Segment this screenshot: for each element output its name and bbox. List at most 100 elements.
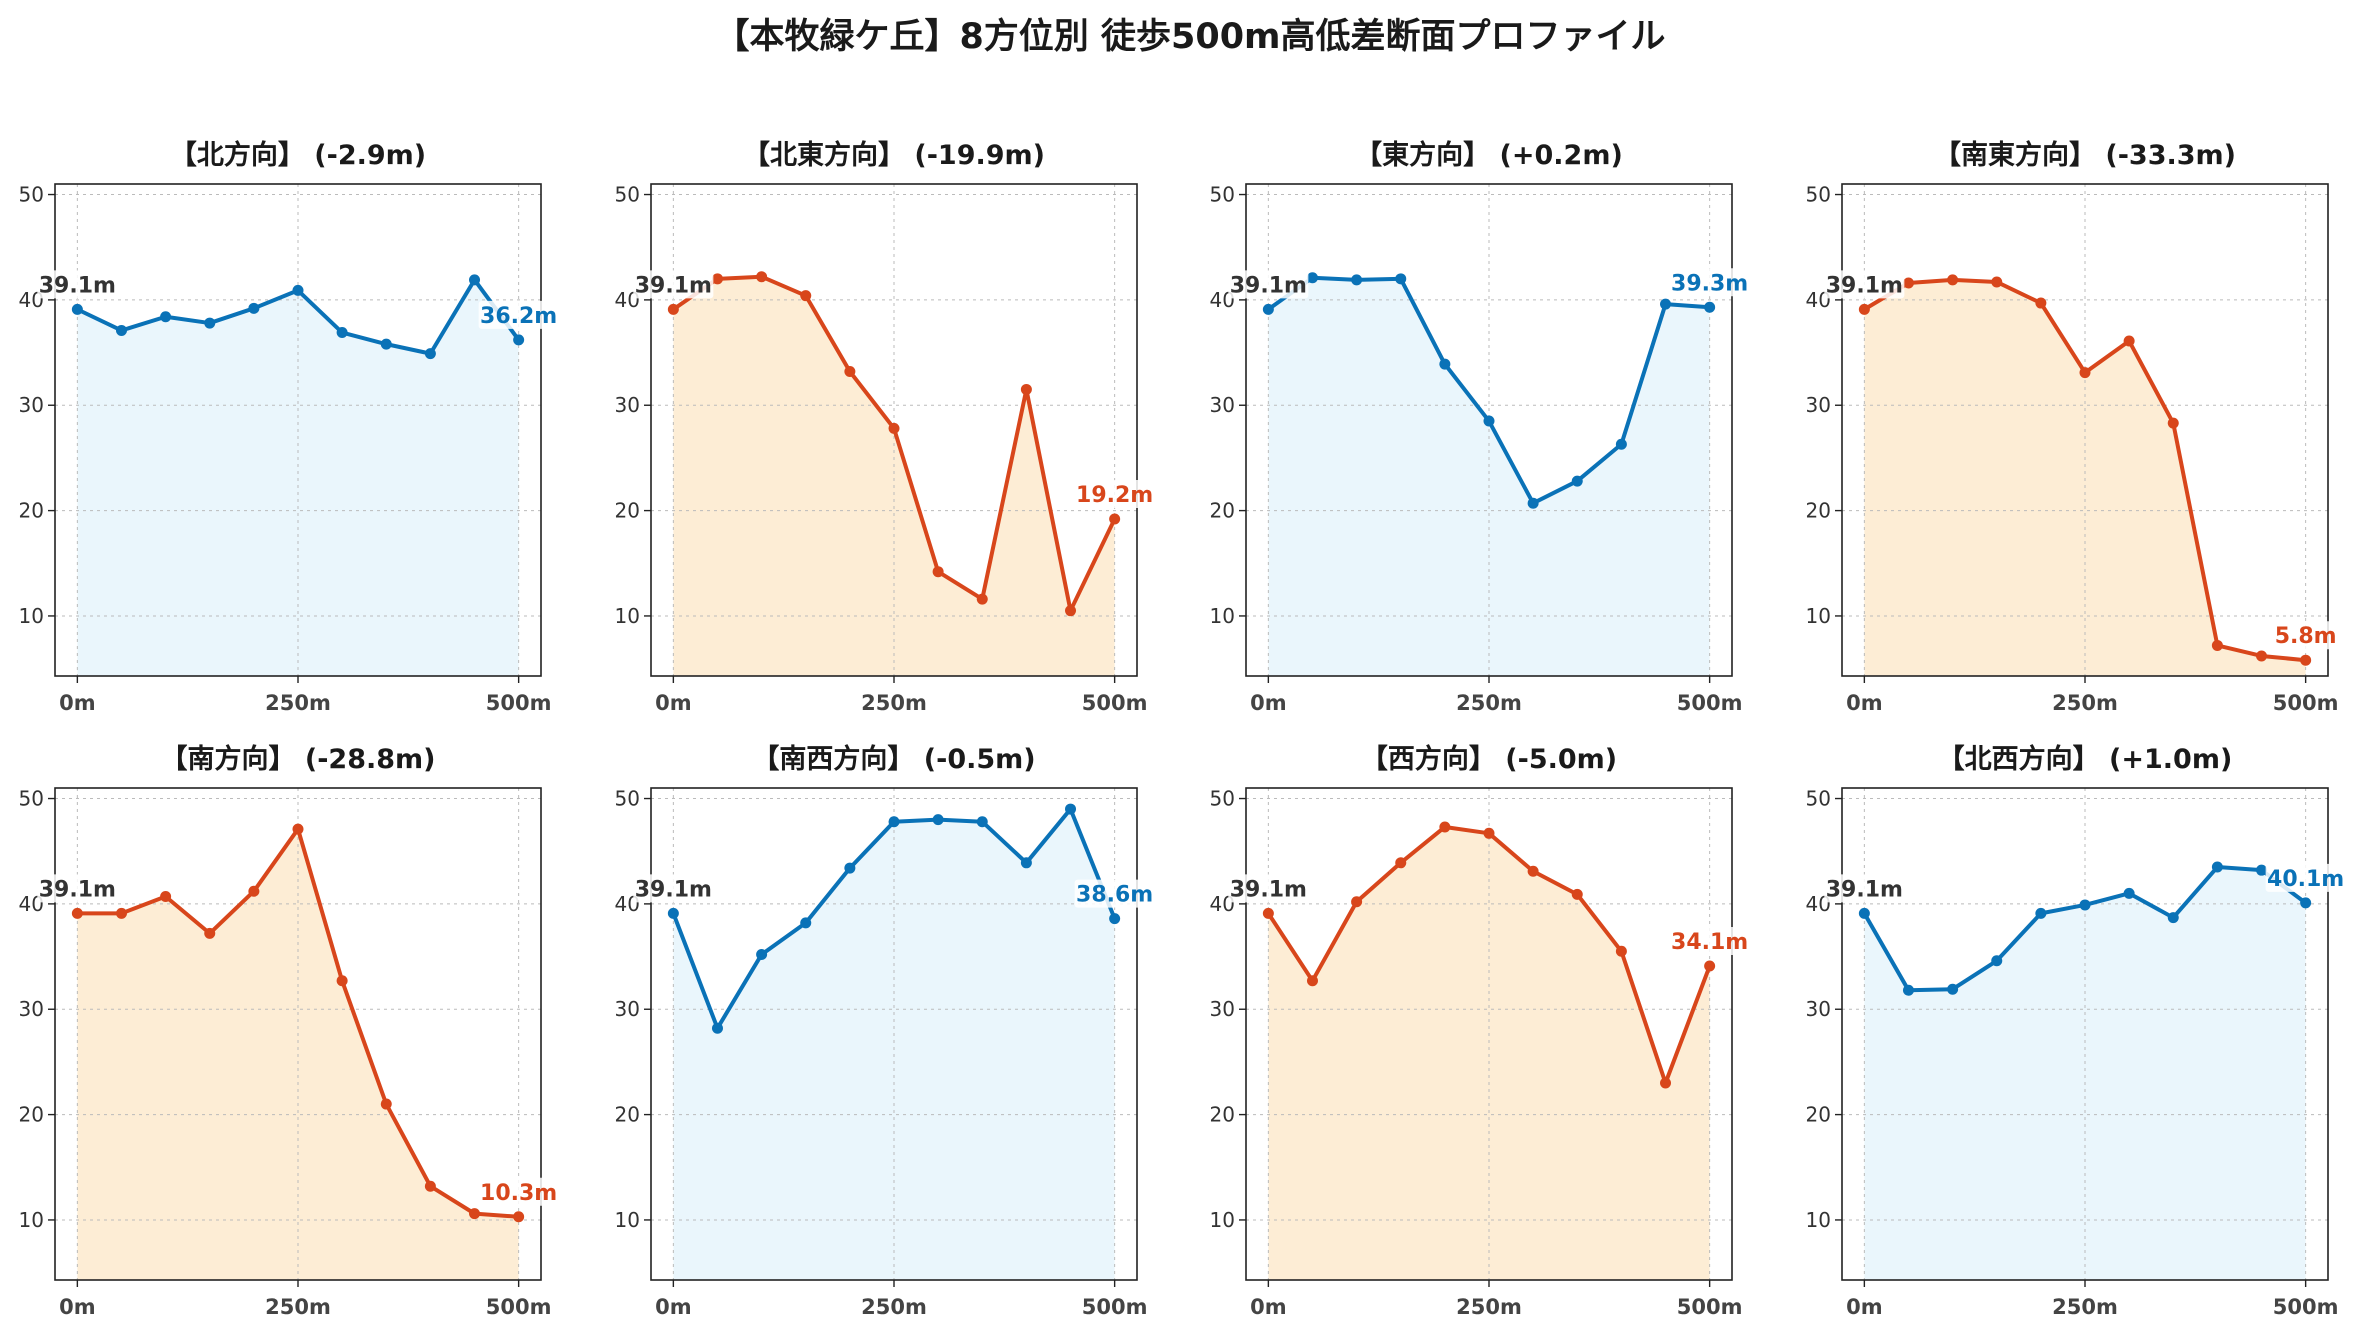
start-elevation-label: 39.1m xyxy=(635,273,712,298)
x-tick-label: 0m xyxy=(1846,1295,1883,1319)
x-tick-label: 0m xyxy=(59,691,96,715)
end-label-bg xyxy=(478,300,559,329)
data-point xyxy=(1858,907,1870,919)
start-elevation-label: 39.1m xyxy=(635,877,712,902)
y-tick-label: 10 xyxy=(19,1208,44,1232)
data-point xyxy=(1902,277,1914,289)
start-elevation-label: 39.1m xyxy=(1826,877,1903,902)
end-label-bg xyxy=(1074,480,1155,509)
y-tick-label: 30 xyxy=(19,997,44,1021)
data-point xyxy=(711,1022,723,1034)
start-label-bg xyxy=(37,874,118,903)
y-tick-label: 20 xyxy=(615,499,640,523)
y-tick-label: 20 xyxy=(1210,499,1235,523)
data-point xyxy=(2256,650,2268,662)
data-point xyxy=(1947,983,1959,995)
data-point xyxy=(1351,274,1363,286)
data-point xyxy=(1527,497,1539,509)
data-point xyxy=(115,907,127,919)
data-point xyxy=(1020,857,1032,869)
y-tick-label: 30 xyxy=(615,997,640,1021)
x-tick-label: 500m xyxy=(2273,1295,2339,1319)
data-point xyxy=(1527,865,1539,877)
y-tick-label: 30 xyxy=(1806,997,1831,1021)
data-point xyxy=(1947,274,1959,286)
data-point xyxy=(1660,298,1672,310)
y-tick-label: 20 xyxy=(1210,1103,1235,1127)
data-point xyxy=(71,907,83,919)
y-tick-label: 30 xyxy=(19,393,44,417)
x-tick-label: 500m xyxy=(486,1295,552,1319)
data-point xyxy=(1991,955,2003,967)
y-tick-label: 50 xyxy=(19,183,44,207)
x-tick-label: 250m xyxy=(1456,1295,1522,1319)
data-point xyxy=(1109,513,1121,525)
data-point xyxy=(1439,821,1451,833)
subplot-title: 【北西方向】 (+1.0m) xyxy=(1938,743,2233,775)
y-tick-label: 10 xyxy=(615,1208,640,1232)
end-elevation-label: 39.3m xyxy=(1671,271,1748,296)
data-point xyxy=(1109,913,1121,925)
data-point xyxy=(1483,415,1495,427)
data-point xyxy=(1571,475,1583,487)
data-point xyxy=(1306,272,1318,284)
data-point xyxy=(844,366,856,378)
data-point xyxy=(1065,803,1077,815)
end-elevation-label: 34.1m xyxy=(1671,930,1748,955)
data-point xyxy=(1395,273,1407,285)
data-point xyxy=(2211,639,2223,651)
y-tick-label: 10 xyxy=(1210,604,1235,628)
data-point xyxy=(248,885,260,897)
x-tick-label: 0m xyxy=(655,691,692,715)
y-tick-label: 10 xyxy=(19,604,44,628)
data-point xyxy=(71,303,83,315)
data-point xyxy=(888,816,900,828)
y-tick-label: 50 xyxy=(1806,183,1831,207)
data-point xyxy=(1571,888,1583,900)
data-point xyxy=(2035,297,2047,309)
x-tick-label: 250m xyxy=(265,1295,331,1319)
data-point xyxy=(115,324,127,336)
data-point xyxy=(800,917,812,929)
end-elevation-label: 36.2m xyxy=(480,304,557,329)
data-point xyxy=(756,271,768,283)
end-elevation-label: 5.8m xyxy=(2275,624,2337,649)
data-point xyxy=(292,823,304,835)
x-tick-label: 250m xyxy=(861,1295,927,1319)
data-point xyxy=(424,348,436,360)
start-elevation-label: 39.1m xyxy=(1826,273,1903,298)
data-point xyxy=(2079,367,2091,379)
y-tick-label: 50 xyxy=(615,183,640,207)
data-point xyxy=(513,1211,525,1223)
data-point xyxy=(932,566,944,578)
end-label-bg xyxy=(2265,863,2346,892)
data-point xyxy=(292,284,304,296)
data-point xyxy=(888,422,900,434)
y-tick-label: 10 xyxy=(1806,1208,1831,1232)
x-tick-label: 0m xyxy=(1250,691,1287,715)
end-elevation-label: 38.6m xyxy=(1076,883,1153,908)
y-tick-label: 50 xyxy=(615,787,640,811)
end-label-bg xyxy=(1669,268,1750,297)
subplot-title: 【南東方向】 (-33.3m) xyxy=(1934,139,2236,171)
area-fill xyxy=(77,279,519,676)
y-tick-label: 10 xyxy=(615,604,640,628)
data-point xyxy=(380,1098,392,1110)
data-point xyxy=(336,327,348,339)
data-point xyxy=(1991,276,2003,288)
end-elevation-label: 40.1m xyxy=(2267,867,2344,892)
start-elevation-label: 39.1m xyxy=(39,273,116,298)
y-tick-label: 10 xyxy=(1806,604,1831,628)
data-point xyxy=(160,311,172,323)
data-point xyxy=(800,290,812,302)
x-tick-label: 0m xyxy=(59,1295,96,1319)
data-point xyxy=(667,303,679,315)
subplot-title: 【東方向】 (+0.2m) xyxy=(1355,139,1623,171)
x-tick-label: 500m xyxy=(1082,691,1148,715)
data-point xyxy=(1615,945,1627,957)
subplot-title: 【北東方向】 (-19.9m) xyxy=(743,139,1045,171)
subplot-title: 【南西方向】 (-0.5m) xyxy=(752,743,1035,775)
start-elevation-label: 39.1m xyxy=(1230,877,1307,902)
